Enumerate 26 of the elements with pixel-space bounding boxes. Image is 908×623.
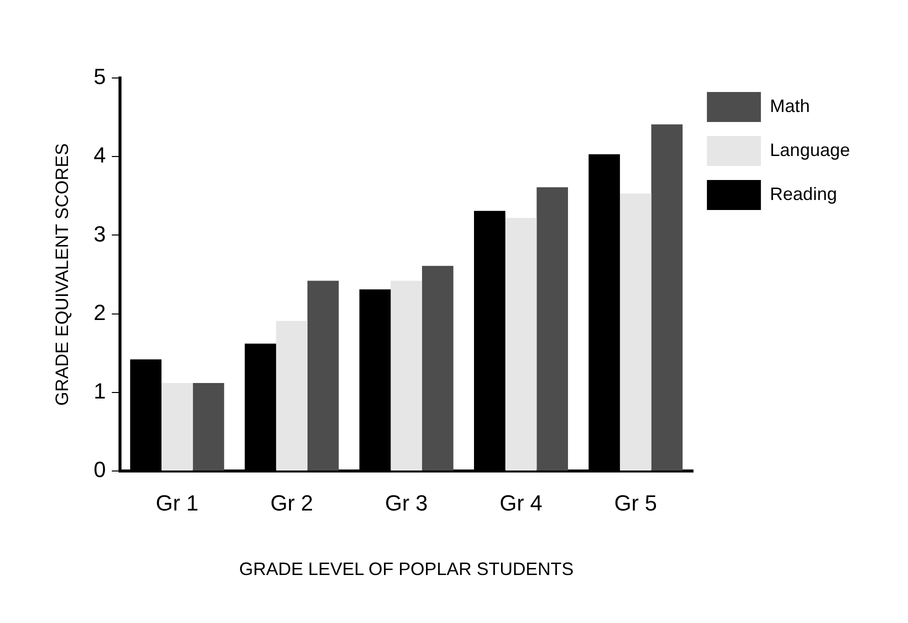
- y-tick-label: 1: [94, 378, 106, 404]
- legend-label: Reading: [770, 184, 837, 204]
- bar: [390, 280, 422, 470]
- bar: [536, 187, 568, 470]
- bar: [422, 266, 454, 470]
- y-tick-label: 3: [94, 221, 106, 246]
- x-tick-label: Gr 4: [500, 490, 542, 516]
- x-tick-label: Gr 3: [384, 490, 428, 516]
- legend-label: Math: [770, 96, 810, 116]
- bar: [620, 194, 652, 470]
- y-axis-title: GRADE EQUIVALENT SCORES: [52, 143, 72, 406]
- bar: [192, 382, 224, 470]
- y-tick-label: 5: [94, 64, 106, 90]
- y-tick-label: 2: [94, 300, 106, 325]
- bar: [161, 382, 193, 470]
- bar: [307, 280, 339, 470]
- x-tick-label: Gr 5: [614, 490, 658, 516]
- bar: [276, 320, 308, 470]
- bar: [651, 124, 683, 470]
- y-tick-label: 4: [94, 142, 106, 168]
- legend-label: Language: [770, 140, 850, 160]
- x-tick-label: Gr 2: [270, 490, 314, 516]
- y-tick-label: 0: [94, 457, 106, 482]
- x-tick-label: Gr 1: [156, 490, 199, 516]
- x-axis-title: GRADE LEVEL OF POPLAR STUDENTS: [239, 559, 574, 580]
- bar: [505, 218, 537, 470]
